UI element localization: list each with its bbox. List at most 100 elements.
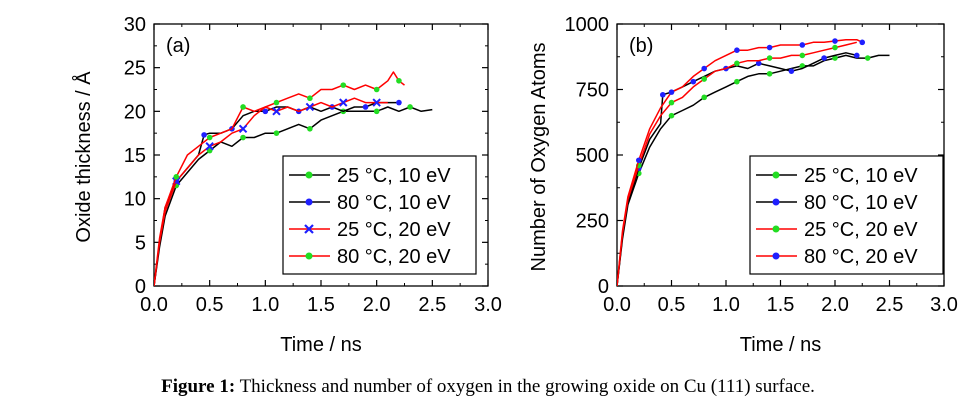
y-tick-label: 750 [576,80,609,102]
series-point [206,134,213,141]
series-point [240,104,246,110]
x-tick-label: 0.5 [196,294,224,316]
series-point [173,174,180,180]
series-point [854,52,860,59]
series-point [832,44,838,51]
legend-label: 80 °C, 10 eV [804,192,918,214]
y-tick-label: 0 [598,276,609,298]
caption-label: Figure 1: [161,376,236,397]
y-tick-label: 500 [576,145,609,167]
legend-label: 80 °C, 20 eV [337,246,451,268]
series-point [307,126,313,132]
series-point [734,47,740,53]
legend-label: 25 °C, 20 eV [337,219,451,241]
legend-label: 25 °C, 20 eV [804,219,918,241]
legend-marker [305,171,313,179]
series-point [407,104,413,110]
y-tick-label: 15 [124,145,146,167]
series-point [240,134,246,141]
y-tick-label: 1000 [565,14,610,36]
series-point [690,78,697,85]
series-point [396,77,402,84]
legend-label: 25 °C, 10 eV [804,165,918,187]
series-line-1 [617,54,890,286]
x-tick-label: 2.0 [821,294,849,316]
series-point [205,142,214,151]
plot-area [154,71,433,286]
caption-text: Thickness and number of oxygen in the gr… [239,376,815,397]
series-point [273,99,280,106]
series-point [766,44,773,51]
legend-label: 80 °C, 10 eV [337,192,451,214]
y-tick-label: 5 [135,232,146,254]
legend-marker [772,252,780,260]
legend: 25 °C, 10 eV 80 °C, 10 eV 25 °C, 20 eV 80 °… [749,155,944,275]
series-point [201,132,207,138]
x-tick-label: 0.5 [658,294,686,316]
panel-label: (b) [629,35,653,57]
series-point [339,98,348,107]
series-line-3 [617,41,857,286]
series-point [340,82,347,88]
x-tick-label: 1.5 [767,294,795,316]
series-point [701,76,707,82]
x-tick-label: 0.0 [603,294,631,316]
series-point [206,147,213,154]
series-point [396,99,402,106]
legend-marker [772,171,780,179]
series-point [272,107,281,116]
figure: 0.0 0.5 1.0 1.5 2.0 2.5 3.0 0 5 10 15 20 25 30 Time / … [72,14,958,356]
y-tick-label: 250 [576,211,609,233]
series-point [373,108,380,115]
x-tick-label: 2.5 [418,294,446,316]
series-point [668,89,675,95]
legend-marker [772,198,780,206]
series-point [372,98,381,107]
chart-panel-b: 0.0 0.5 1.0 1.5 2.0 2.5 3.0 0 250 500 750 1000 Time … [528,14,958,356]
series-point [659,91,666,98]
series-point [668,112,675,119]
x-tick-label: 0.0 [140,294,168,316]
x-tick-label: 1.0 [712,294,740,316]
x-tick-label: 3.0 [930,294,958,316]
y-tick-label: 10 [124,189,146,211]
series-line-1 [154,106,433,286]
y-tick-label: 0 [135,276,146,298]
series-point [734,78,740,85]
series-point [832,55,838,61]
legend-label: 25 °C, 10 eV [337,165,451,187]
series-point [755,60,762,67]
figure-caption: Figure 1: Thickness and number of oxygen… [0,376,976,398]
series-point [821,55,827,61]
legend-marker [305,198,313,206]
x-tick-label: 2.0 [363,294,391,316]
series-point [766,70,773,77]
series-point [307,95,313,102]
x-tick-label: 3.0 [474,294,502,316]
series-point [273,130,280,136]
plot-area [617,38,890,286]
series-point [766,55,773,61]
series-point [373,86,380,93]
x-axis-label: Time / ns [740,334,822,356]
series-point [734,60,740,67]
y-axis-label: Oxide thickness / Å [72,71,95,243]
x-tick-label: 1.5 [307,294,335,316]
x-tick-label: 1.0 [251,294,279,316]
series-point [701,65,707,72]
series-point [238,124,248,134]
y-axis-label: Number of Oxygen Atoms [528,43,550,272]
legend-label: 80 °C, 20 eV [804,246,918,268]
series-point [799,52,806,59]
series-point [799,42,806,48]
series-point [859,39,866,46]
legend-marker [305,252,313,260]
y-tick-label: 25 [124,58,146,80]
series-point [668,99,675,106]
y-tick-label: 30 [124,14,146,36]
legend-marker [772,225,780,233]
series-point [788,68,795,74]
y-tick-label: 20 [124,101,146,123]
chart-panel-a: 0.0 0.5 1.0 1.5 2.0 2.5 3.0 0 5 10 15 20 25 30 Time / … [72,14,502,356]
x-axis-label: Time / ns [280,334,362,356]
